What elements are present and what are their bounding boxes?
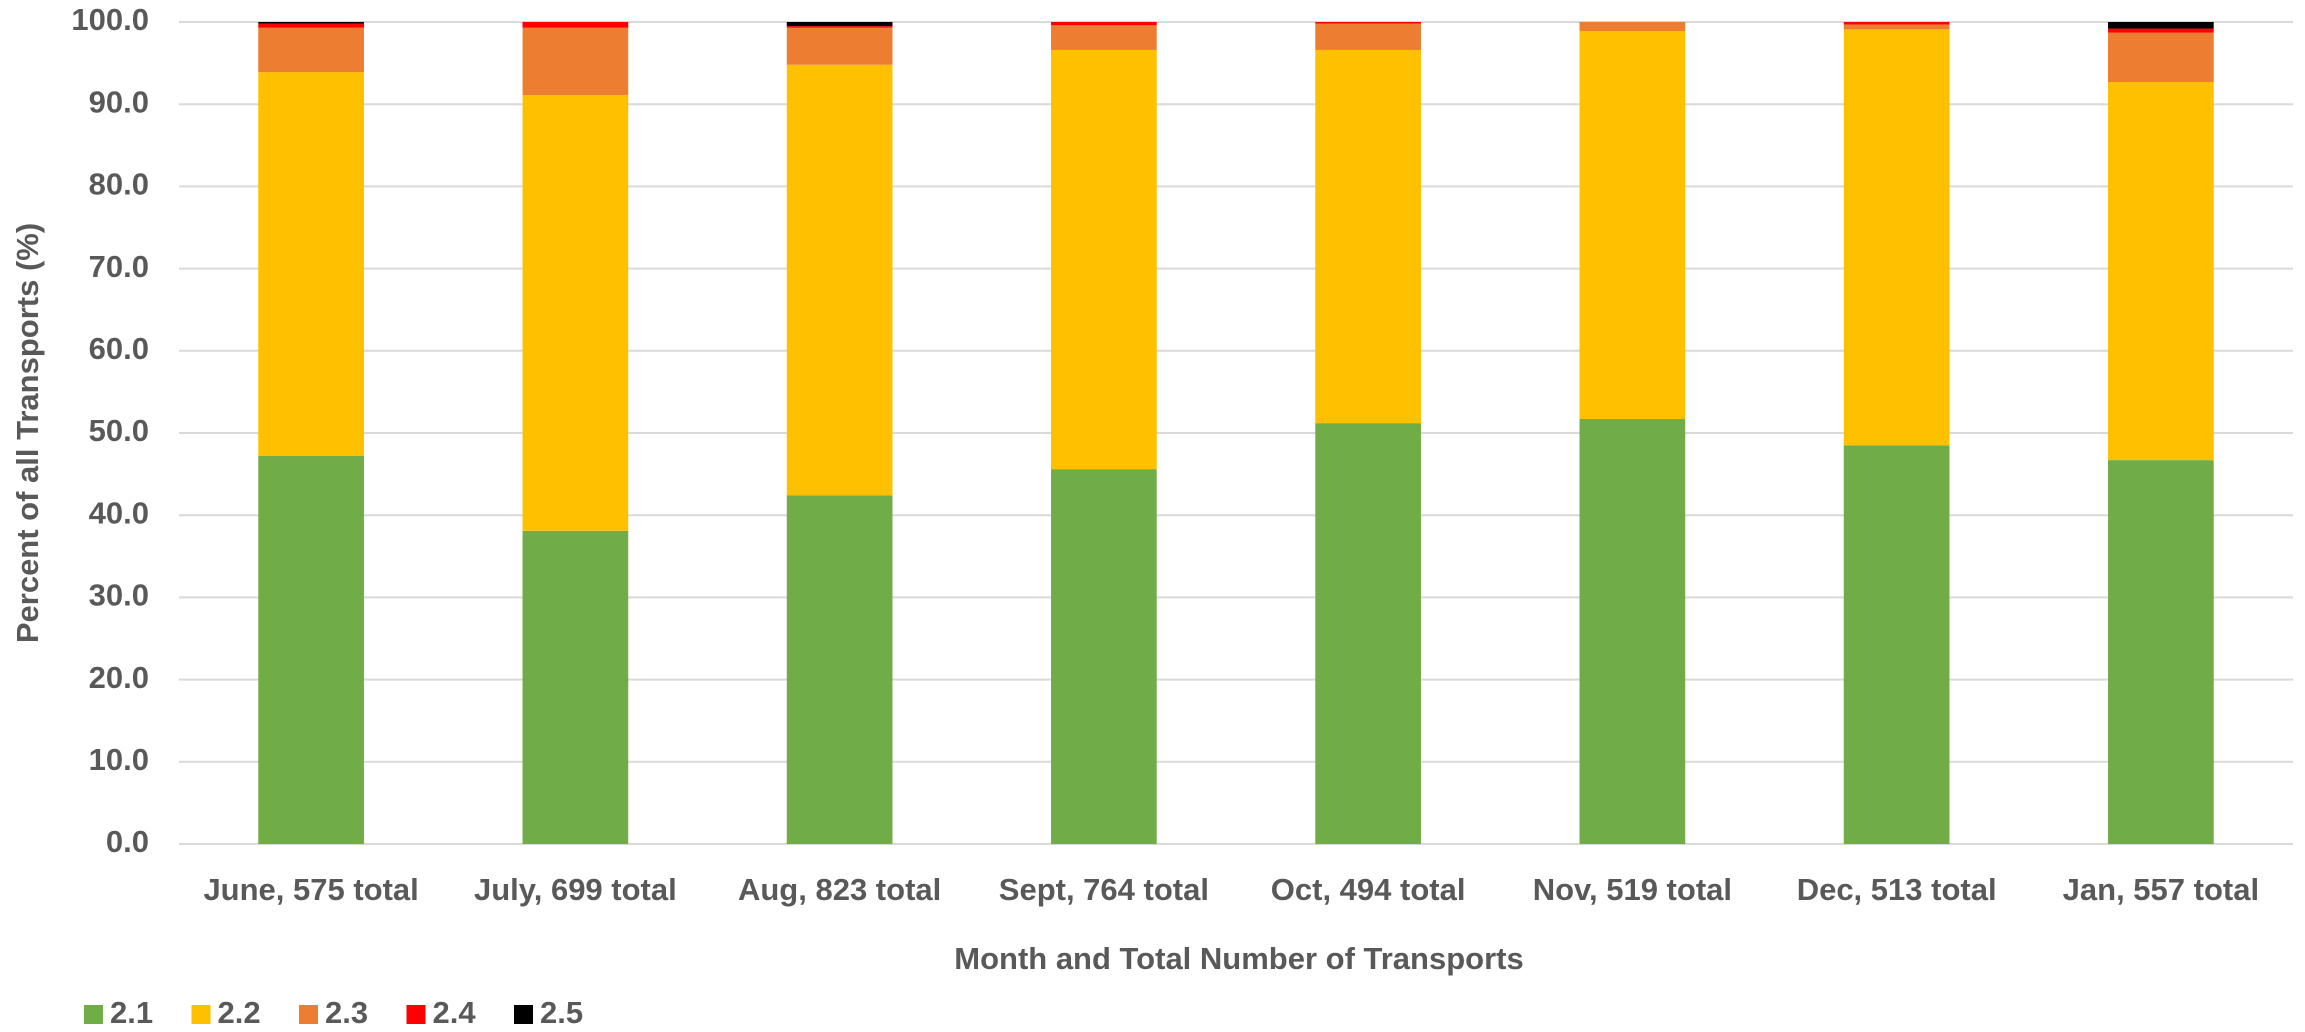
bar-segment xyxy=(786,22,893,27)
legend-swatch xyxy=(299,1005,318,1024)
bar-segment xyxy=(2108,22,2214,29)
x-tick-label: July, 699 total xyxy=(474,872,677,907)
y-tick-label: 30.0 xyxy=(89,578,149,613)
bar-segment xyxy=(1579,419,1686,844)
x-tick-label: Sept, 764 total xyxy=(999,872,1209,907)
legend-swatch xyxy=(514,1005,533,1024)
legend-swatch xyxy=(191,1005,211,1024)
y-tick-label: 70.0 xyxy=(89,249,149,284)
x-axis-title: Month and Total Number of Transports xyxy=(954,941,1523,976)
bar-segment xyxy=(1051,469,1157,844)
bar-segment xyxy=(522,530,629,844)
bar-segment xyxy=(1843,22,1950,25)
legend-label: 2.1 xyxy=(110,995,153,1030)
bar-segment xyxy=(258,27,364,73)
y-tick-label: 0.0 xyxy=(106,824,149,859)
bar-segment xyxy=(1579,31,1686,420)
legend-label: 2.4 xyxy=(433,995,477,1030)
bar-segment xyxy=(258,72,364,457)
bar-segment xyxy=(2108,32,2214,83)
bar-segment xyxy=(786,64,893,496)
x-tick-label: June, 575 total xyxy=(203,872,418,907)
y-axis-title: Percent of all Transports (%) xyxy=(10,223,45,643)
legend-swatch xyxy=(406,1005,426,1024)
bar-segment xyxy=(1315,22,1421,24)
bar-segment xyxy=(2108,28,2214,33)
bar-segment xyxy=(1579,22,1686,32)
bar-segment xyxy=(1051,25,1157,50)
bar-segment xyxy=(522,22,629,28)
bar-segment xyxy=(1843,24,1950,30)
y-tick-label: 10.0 xyxy=(89,742,149,777)
legend-swatch xyxy=(84,1005,103,1024)
bar-segment xyxy=(522,27,629,96)
legend-label: 2.2 xyxy=(218,995,261,1030)
bar-segment xyxy=(1051,22,1157,26)
bar-segment xyxy=(2108,460,2214,844)
x-tick-label: Dec, 513 total xyxy=(1797,872,1997,907)
y-tick-label: 20.0 xyxy=(89,660,149,695)
bar-segment xyxy=(1051,49,1157,470)
x-tick-label: Jan, 557 total xyxy=(2063,872,2259,907)
bar-segment xyxy=(786,495,893,844)
y-tick-label: 40.0 xyxy=(89,495,149,530)
legend-label: 2.3 xyxy=(325,995,368,1030)
bar-segment xyxy=(1315,49,1421,424)
x-tick-label: Aug, 823 total xyxy=(738,872,941,907)
y-tick-label: 90.0 xyxy=(89,84,149,119)
legend-label: 2.5 xyxy=(540,995,583,1030)
bar-segment xyxy=(1843,29,1950,446)
bar-segment xyxy=(786,27,893,65)
bar-segment xyxy=(1315,23,1421,50)
bar-segment xyxy=(1843,445,1950,844)
y-tick-label: 60.0 xyxy=(89,331,149,366)
y-tick-label: 50.0 xyxy=(89,413,149,448)
x-tick-label: Oct, 494 total xyxy=(1271,872,1466,907)
bar-segment xyxy=(258,23,364,28)
y-tick-label: 100.0 xyxy=(71,2,149,37)
bar-segment xyxy=(258,22,364,24)
bar-segment xyxy=(258,456,364,844)
bar-segment xyxy=(522,95,629,531)
x-tick-label: Nov, 519 total xyxy=(1533,872,1732,907)
y-tick-label: 80.0 xyxy=(89,167,149,202)
bar-segment xyxy=(2108,82,2214,461)
bar-segment xyxy=(786,26,893,28)
bar-segment xyxy=(1315,423,1421,844)
